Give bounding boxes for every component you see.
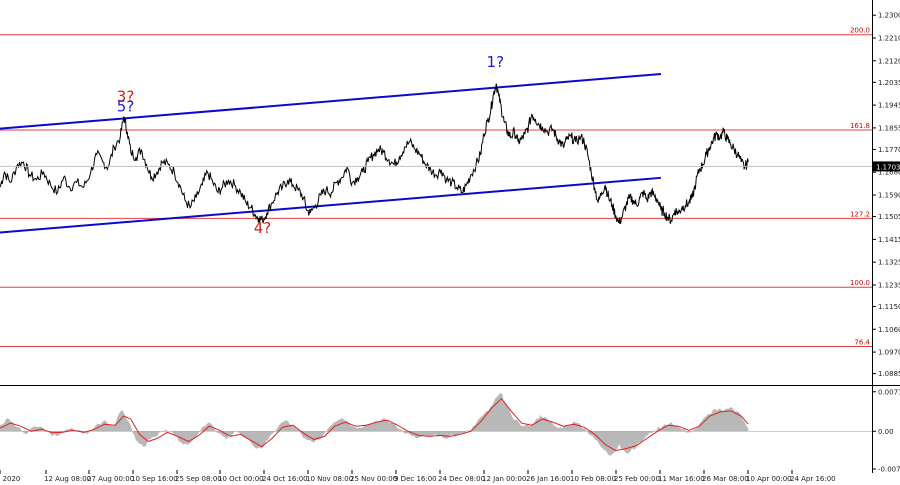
price-tick-label-16: 1.0885 xyxy=(878,370,900,378)
price-tick-label-6: 1.1770 xyxy=(878,146,900,154)
price-tick-label-10: 1.1415 xyxy=(878,236,900,244)
time-tick-label-3: 10 Sep 16:00 xyxy=(131,475,178,483)
level-label-1: 161.8 xyxy=(850,122,870,130)
fibonacci-levels: 200.0 161.8 127.2 100.0 76.4 xyxy=(0,27,872,347)
time-tick-label-11: 12 Jan 00:00 xyxy=(482,475,526,483)
osc-tick-label-2: -0.0074 xyxy=(878,465,900,473)
oscillator-area-fill xyxy=(0,392,749,456)
current-price-box xyxy=(873,161,900,172)
time-tick-label-18: 24 Apr 16:00 xyxy=(790,475,836,483)
price-tick-label-11: 1.1325 xyxy=(878,259,900,267)
time-tick-label-8: 25 Nov 00:00 xyxy=(350,475,397,483)
time-tick-label-7: 10 Nov 08:00 xyxy=(306,475,353,483)
price-tick-label-4: 1.1945 xyxy=(878,102,900,110)
oscillator-signal-line xyxy=(0,397,749,452)
time-tick-label-14: 25 Feb 00:00 xyxy=(614,475,660,483)
price-tick-label-13: 1.1150 xyxy=(878,303,900,311)
price-tick-label-14: 1.1060 xyxy=(878,326,900,334)
price-tick-label-8: 1.1590 xyxy=(878,192,900,200)
channel-line-1 xyxy=(0,176,662,234)
level-label-3: 100.0 xyxy=(850,279,870,287)
oscillator-histogram xyxy=(0,392,872,456)
time-tick-label-17: 10 Apr 00:00 xyxy=(746,475,792,483)
price-tick-label-3: 1.2035 xyxy=(878,79,900,87)
price-tick-label-12: 1.1235 xyxy=(878,281,900,289)
time-tick-label-12: 26 Jan 16:00 xyxy=(526,475,570,483)
oscillator-axis-ticks: 0.00776 0.00 -0.0074 xyxy=(872,388,900,473)
wave-label-3: 1? xyxy=(487,53,505,71)
time-tick-label-9: 9 Dec 16:00 xyxy=(394,475,437,483)
time-tick-label-4: 25 Sep 08:00 xyxy=(175,475,222,483)
time-tick-label-10: 24 Dec 08:00 xyxy=(438,475,485,483)
price-axis-ticks: 1.2300 1.2210 1.2120 1.2035 1.1945 1.1855 1.17… xyxy=(872,12,900,378)
wave-labels: 3?5? 4? 1? xyxy=(117,53,504,237)
level-label-2: 127.2 xyxy=(850,210,870,218)
trend-channel xyxy=(0,72,662,234)
price-tick-label-5: 1.1855 xyxy=(878,124,900,132)
oscillator-pane: 0.00776 0.00 -0.0074 xyxy=(0,388,900,473)
price-tick-label-2: 1.2120 xyxy=(878,57,900,65)
current-price-marker: 1.1703 xyxy=(0,161,900,172)
time-tick-label-16: 26 Mar 08:00 xyxy=(702,475,749,483)
price-tick-label-15: 1.0970 xyxy=(878,349,900,357)
time-tick-label-15: 11 Mar 16:00 xyxy=(658,475,705,483)
time-tick-label-13: 10 Feb 08:00 xyxy=(570,475,616,483)
price-tick-label-0: 1.2300 xyxy=(878,12,900,20)
osc-tick-label-1: 0.00 xyxy=(878,428,894,436)
price-series-line xyxy=(0,83,749,225)
current-price-label: 1.1703 xyxy=(876,163,900,171)
wave-label-0: 3? xyxy=(117,87,135,105)
time-tick-label-5: 10 Oct 00:00 xyxy=(218,475,264,483)
wave-label-2: 4? xyxy=(254,219,272,237)
time-tick-label-6: 24 Oct 16:00 xyxy=(262,475,308,483)
price-tick-label-1: 1.2210 xyxy=(878,34,900,42)
price-tick-label-7: 1.1680 xyxy=(878,169,900,177)
osc-tick-label-0: 0.00776 xyxy=(878,388,900,396)
time-tick-label-2: 27 Aug 00:00 xyxy=(87,475,134,483)
time-tick-label-0: 2 Aug 2020 xyxy=(0,475,20,483)
price-tick-label-9: 1.1505 xyxy=(878,213,900,221)
level-label-4: 76.4 xyxy=(854,339,870,347)
level-label-0: 200.0 xyxy=(850,27,870,35)
time-tick-label-1: 12 Aug 08:00 xyxy=(44,475,91,483)
channel-line-0 xyxy=(0,72,662,130)
wave-label-1: 5? xyxy=(117,97,135,115)
